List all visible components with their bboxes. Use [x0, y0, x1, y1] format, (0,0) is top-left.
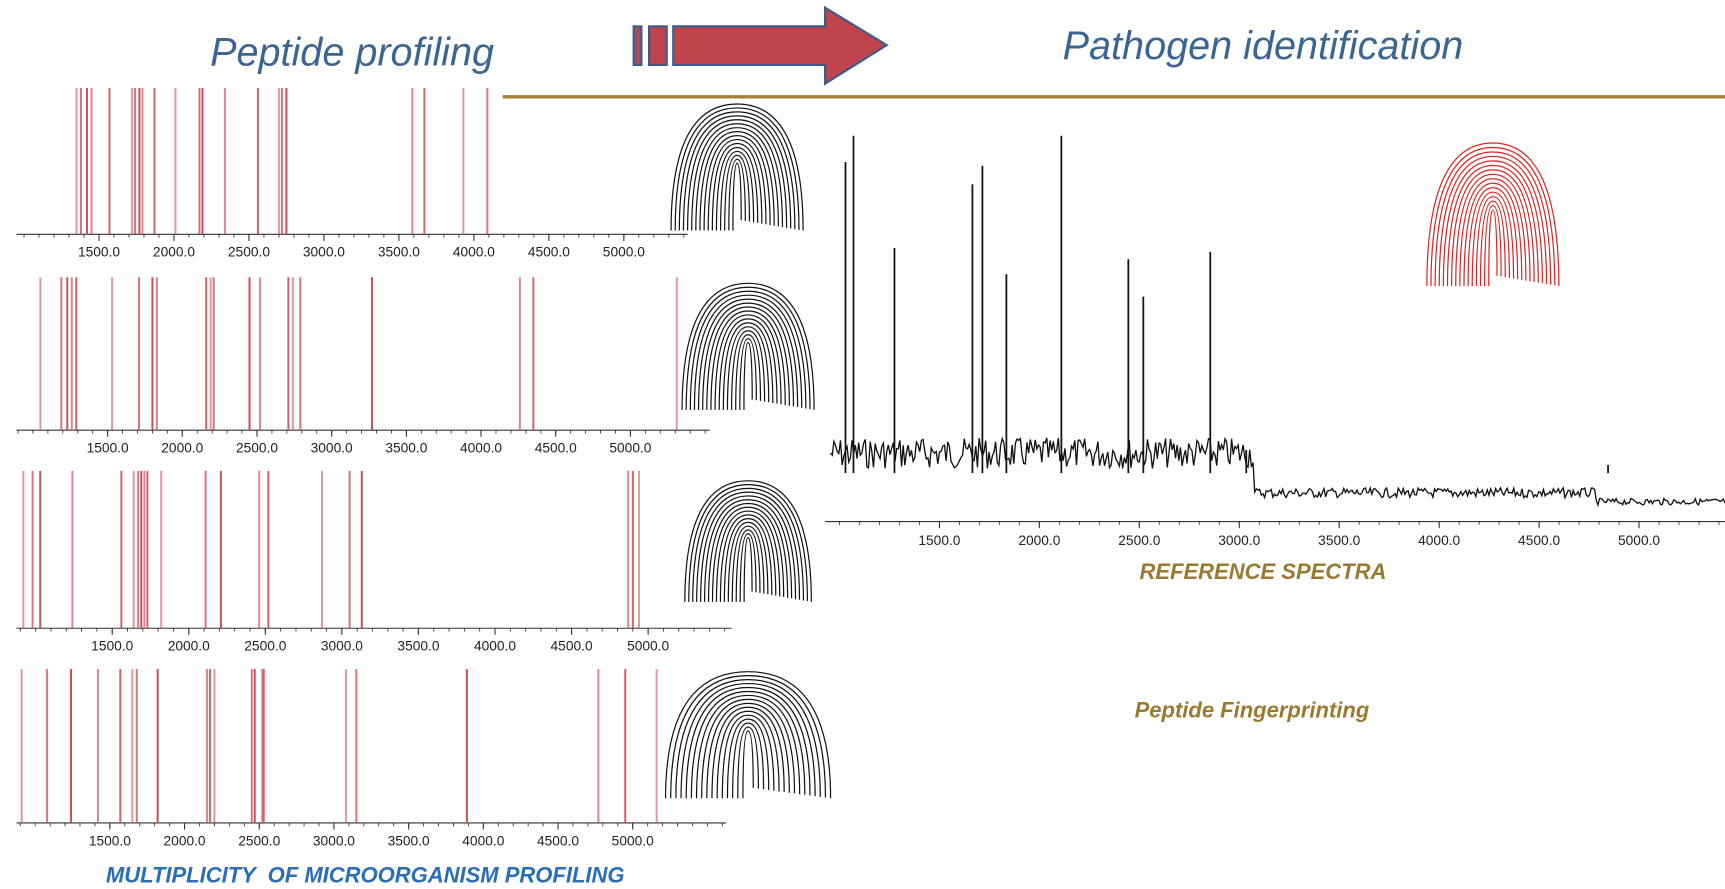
x-tick-label: 1500.0	[89, 833, 131, 848]
x-tick-label: 2500.0	[1118, 533, 1160, 548]
x-tick-label: 5000.0	[609, 441, 651, 456]
fingerprint-icon	[671, 104, 803, 231]
fingerprint-ridge	[671, 104, 803, 231]
fingerprint-ridge	[1427, 143, 1559, 286]
fingerprint-ridge	[717, 711, 779, 798]
footer-label: MULTIPLICITY OF MICROORGANISM PROFILING	[106, 863, 625, 888]
fingerprint-ridge	[685, 481, 812, 602]
x-tick-label: 2000.0	[161, 441, 203, 456]
fingerprint-ridge	[744, 538, 752, 602]
x-tick-label: 4000.0	[1418, 533, 1460, 548]
x-tick-label: 5000.0	[627, 639, 669, 654]
fingerprint-ridge	[686, 688, 810, 799]
x-tick-label: 1500.0	[918, 533, 960, 548]
fingerprint-ridge	[707, 703, 790, 798]
arrow	[634, 8, 887, 84]
x-tick-label: 5000.0	[1618, 533, 1660, 548]
fingerprint-ridge	[701, 496, 796, 602]
x-tick-label: 2000.0	[153, 245, 195, 260]
x-tick-label: 3500.0	[388, 833, 430, 848]
fingerprint-ridge	[712, 144, 762, 231]
x-tick-label: 2500.0	[228, 245, 270, 260]
fingerprint-ridge	[1460, 179, 1526, 286]
fingerprint-ridge	[724, 519, 771, 602]
fingerprint-icon	[685, 481, 812, 602]
x-tick-label: 1500.0	[87, 441, 129, 456]
x-tick-label: 1500.0	[78, 245, 120, 260]
fingerprint-ridge	[743, 731, 753, 798]
x-tick-label: 3000.0	[1218, 533, 1260, 548]
fingerprint-icon	[1427, 143, 1559, 286]
reference-caption: REFERENCE SPECTRA	[1139, 559, 1386, 584]
fingerprint-ridge	[681, 684, 815, 799]
x-tick-label: 3500.0	[1318, 533, 1360, 548]
x-tick-label: 2000.0	[1018, 533, 1060, 548]
fingerprint-ridge	[666, 672, 831, 799]
fingerprint-icon	[666, 672, 831, 799]
x-tick-label: 4000.0	[453, 245, 495, 260]
x-tick-label: 5000.0	[603, 245, 645, 260]
fingerprint-ridge	[1468, 188, 1518, 286]
fingerprint-ridge	[1485, 206, 1502, 286]
fingerprint-ridge	[729, 159, 746, 230]
fingerprint-ridge	[688, 120, 787, 231]
x-tick-label: 3000.0	[311, 441, 353, 456]
fingerprint-ridge	[1443, 161, 1542, 286]
fingerprint-ridge	[682, 283, 814, 410]
fingerprint-ridge	[699, 299, 798, 410]
x-tick-label: 2500.0	[244, 639, 286, 654]
x-tick-label: 4500.0	[551, 639, 593, 654]
figure: Peptide profiling Pathogen identificatio…	[0, 0, 1725, 889]
x-tick-label: 5000.0	[612, 833, 654, 848]
fingerprint-ridge	[1489, 210, 1497, 286]
x-tick-label: 3500.0	[397, 639, 439, 654]
fingerprinting-label: Peptide Fingerprinting	[1135, 698, 1370, 723]
left-title: Peptide profiling	[210, 30, 494, 74]
fingerprint-ridge	[738, 727, 759, 798]
x-tick-label: 2500.0	[236, 441, 278, 456]
x-tick-label: 3000.0	[321, 639, 363, 654]
x-tick-label: 4500.0	[528, 245, 570, 260]
x-tick-label: 2000.0	[168, 639, 210, 654]
x-tick-label: 3000.0	[303, 245, 345, 260]
right-title: Pathogen identification	[1063, 24, 1464, 68]
noise-trace	[831, 438, 1725, 505]
x-tick-label: 4000.0	[474, 639, 516, 654]
x-tick-label: 4000.0	[462, 833, 504, 848]
fingerprint-ridge	[744, 343, 752, 410]
x-tick-label: 3500.0	[378, 245, 420, 260]
fingerprint-ridge	[733, 163, 741, 230]
x-tick-label: 4000.0	[460, 441, 502, 456]
fingerprint-ridge	[740, 339, 757, 410]
x-tick-label: 3000.0	[313, 833, 355, 848]
x-tick-label: 4500.0	[1518, 533, 1560, 548]
x-tick-label: 3500.0	[385, 441, 427, 456]
x-tick-label: 2500.0	[238, 833, 280, 848]
x-tick-label: 4500.0	[535, 441, 577, 456]
fingerprint-icon	[682, 283, 814, 410]
x-tick-label: 1500.0	[91, 639, 133, 654]
fingerprint-ridge	[723, 323, 773, 410]
x-tick-label: 2000.0	[164, 833, 206, 848]
fingerprint-ridge	[740, 534, 756, 602]
x-tick-label: 4500.0	[537, 833, 579, 848]
